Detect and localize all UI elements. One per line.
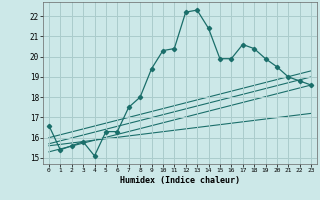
X-axis label: Humidex (Indice chaleur): Humidex (Indice chaleur) xyxy=(120,176,240,185)
